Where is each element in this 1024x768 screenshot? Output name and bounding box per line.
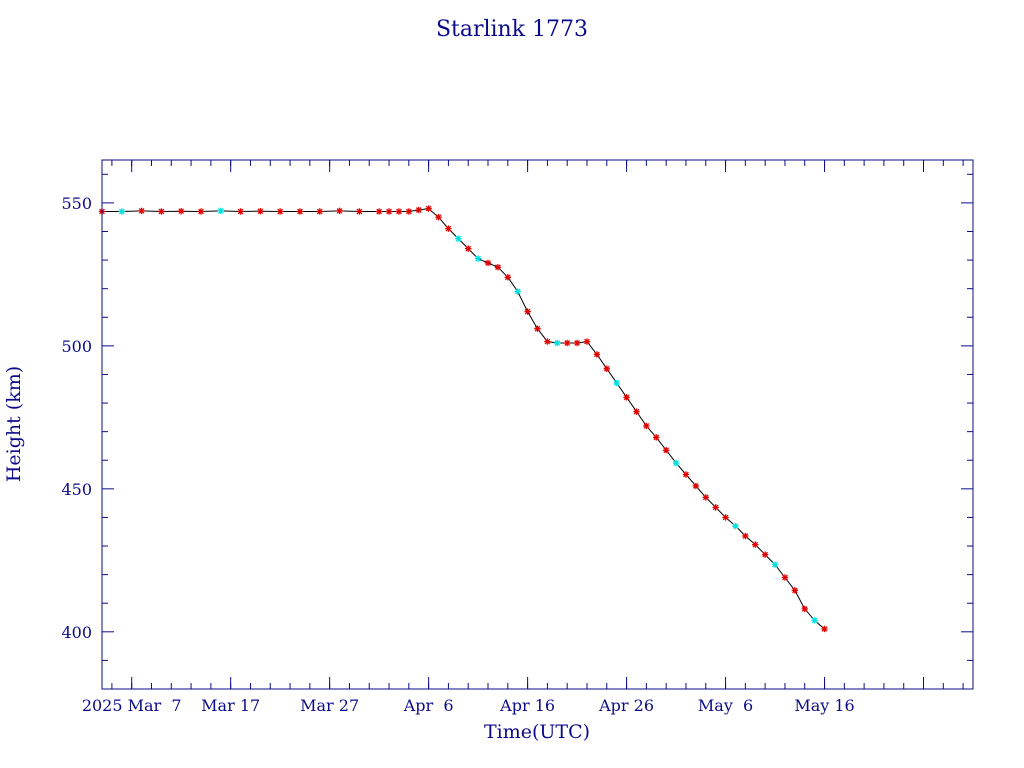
data-point (534, 325, 541, 332)
data-point (781, 574, 789, 581)
data-point (455, 235, 462, 242)
data-point (702, 494, 709, 501)
y-tick-label: 400 (61, 623, 92, 642)
data-point (494, 264, 502, 271)
data-point (257, 207, 264, 215)
x-tick-label: 2025 Mar 7 (82, 696, 182, 715)
y-tick-label: 500 (61, 337, 92, 356)
data-point (415, 206, 422, 214)
data-point (395, 208, 403, 215)
data-point (672, 459, 680, 467)
data-point (593, 351, 601, 358)
data-point (118, 208, 125, 215)
x-tick-label: Apr 6 (403, 696, 454, 715)
data-point (742, 532, 749, 540)
data-point (375, 208, 383, 215)
data-point (613, 379, 620, 387)
y-tick-label: 450 (61, 480, 92, 499)
y-axis-label: Height (km) (3, 366, 25, 482)
data-point (356, 208, 363, 215)
data-point (296, 208, 304, 215)
data-point (504, 274, 512, 281)
data-point (791, 587, 799, 594)
data-point (623, 394, 630, 401)
x-tick-label: Apr 26 (598, 696, 654, 715)
data-point (633, 408, 640, 415)
data-point (435, 213, 442, 221)
data-point (573, 339, 581, 347)
data-point (425, 205, 432, 212)
plot-frame (101, 159, 974, 690)
data-point (563, 339, 571, 347)
data-point (653, 434, 660, 441)
chart-title: Starlink 1773 (436, 17, 588, 42)
data-point (554, 339, 561, 347)
data-point (276, 208, 284, 215)
data-point (682, 471, 690, 478)
x-tick-label: Mar 27 (300, 696, 359, 715)
x-tick-label: May 16 (794, 696, 854, 715)
data-point (821, 625, 828, 633)
data-point (811, 617, 818, 624)
data-point (177, 207, 185, 215)
tick-labels: 2025 Mar 7 Mar 17 Mar 27 Apr 6 Apr 16 Apr 26 M… (61, 194, 854, 715)
data-point (722, 514, 729, 521)
data-point (445, 225, 452, 232)
data-point (405, 208, 413, 215)
data-point (771, 561, 779, 568)
data-point (217, 207, 224, 215)
x-axis-label: Time(UTC) (484, 721, 590, 743)
data-point (583, 338, 591, 345)
data-point (138, 207, 145, 215)
x-tick-label: Apr 16 (499, 696, 555, 715)
x-tick-label: May 6 (698, 696, 753, 715)
data-point (197, 208, 205, 215)
data-point (544, 338, 551, 345)
data-point (692, 482, 700, 490)
data-point (662, 447, 670, 454)
data-point (761, 551, 769, 558)
y-tick-label: 550 (61, 194, 92, 213)
data-point (712, 504, 719, 511)
plot-series (98, 205, 828, 633)
data-point (336, 207, 343, 215)
data-point (752, 541, 759, 548)
data-point (316, 208, 323, 215)
data-point (643, 422, 650, 430)
data-point (801, 605, 808, 613)
data-point (465, 245, 472, 252)
data-point (385, 208, 393, 215)
data-point (514, 288, 521, 295)
data-point (237, 208, 244, 215)
data-point (474, 255, 482, 262)
data-point (603, 365, 610, 372)
tick-marks (102, 160, 973, 689)
data-point (158, 208, 165, 215)
x-tick-label: Mar 17 (201, 696, 260, 715)
data-point (524, 308, 531, 315)
data-point (732, 522, 739, 530)
data-point (484, 259, 492, 267)
